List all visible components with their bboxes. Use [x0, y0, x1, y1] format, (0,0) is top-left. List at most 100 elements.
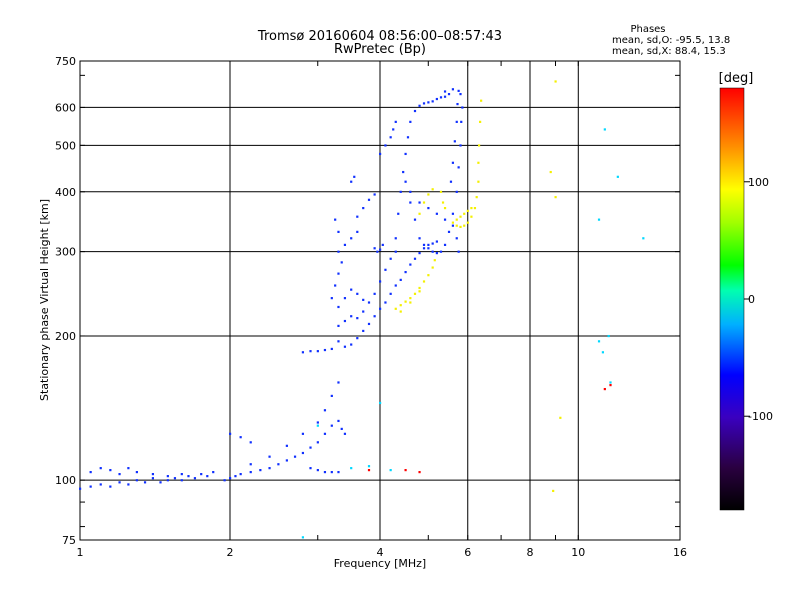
data-point [350, 343, 353, 346]
data-point [309, 350, 312, 353]
data-point [89, 485, 92, 488]
data-point [431, 100, 434, 103]
data-point [353, 175, 356, 178]
data-point [367, 301, 371, 304]
data-point [180, 479, 183, 482]
data-point [323, 432, 327, 435]
data-point [249, 463, 252, 466]
data-point [409, 190, 412, 193]
data-point [409, 263, 412, 266]
data-point [337, 419, 340, 423]
data-point [268, 455, 271, 458]
data-point [206, 475, 209, 478]
data-point [443, 206, 447, 210]
data-point [435, 212, 438, 215]
y-tick-label: 100 [55, 474, 76, 487]
data-point [268, 467, 271, 470]
data-point [330, 424, 333, 427]
data-point [404, 469, 407, 472]
colorbar-ticks: 100 0 -100 [744, 176, 773, 423]
data-point [166, 475, 169, 478]
data-point [418, 212, 421, 215]
data-point [409, 120, 412, 123]
data-point [459, 92, 462, 96]
data-point [404, 180, 407, 183]
data-point [549, 170, 552, 174]
data-point [330, 470, 333, 474]
data-point [554, 80, 557, 83]
data-point [447, 230, 451, 233]
data-point [394, 120, 397, 123]
data-point [457, 166, 460, 169]
data-point [330, 394, 333, 398]
data-point [394, 307, 397, 310]
data-point [323, 409, 327, 412]
data-point [259, 469, 262, 472]
data-point [404, 300, 407, 303]
data-point [422, 247, 426, 250]
data-point [455, 237, 458, 240]
data-point [384, 301, 387, 304]
data-point [356, 230, 359, 233]
data-point [118, 481, 121, 484]
y-tick-label: 300 [55, 246, 76, 259]
data-point [350, 180, 353, 183]
data-point [413, 109, 417, 113]
data-point [451, 224, 455, 227]
data-point [443, 95, 447, 98]
data-point [356, 215, 359, 218]
data-point [470, 206, 473, 210]
data-point [367, 322, 371, 326]
data-point [455, 224, 458, 227]
data-point [373, 247, 376, 250]
data-point [477, 144, 481, 147]
data-point [475, 196, 478, 199]
data-point [200, 473, 203, 476]
x-tick-label: 1 [77, 546, 84, 559]
data-point [397, 212, 400, 215]
data-point [109, 485, 112, 488]
data-point [460, 120, 463, 123]
colorbar-tick-label: -100 [748, 410, 773, 423]
data-point [234, 475, 237, 478]
data-point [166, 479, 169, 482]
data-point [422, 243, 426, 246]
data-point [151, 473, 155, 476]
data-point [394, 284, 397, 287]
data-point [455, 120, 458, 123]
data-point [173, 477, 177, 480]
data-point [337, 305, 340, 309]
data-point [212, 470, 215, 474]
data-point [597, 218, 601, 221]
data-point [603, 128, 606, 131]
data-point [143, 481, 147, 484]
data-point [413, 218, 417, 221]
data-point [399, 304, 402, 307]
data-point [79, 487, 82, 490]
data-point [316, 424, 319, 427]
stats-line-o: mean, sd,O: -95.5, 13.8 [612, 35, 730, 46]
data-point [337, 470, 340, 474]
data-point [127, 467, 130, 470]
data-point [394, 250, 397, 253]
data-points [79, 80, 645, 539]
data-point [435, 97, 438, 101]
data-point [453, 140, 456, 143]
data-point [473, 206, 477, 210]
data-point [449, 180, 453, 183]
data-point [337, 272, 340, 275]
data-point [323, 470, 327, 474]
x-axis-label: Frequency [MHz] [334, 557, 426, 570]
data-point [316, 441, 319, 444]
data-point [435, 240, 438, 243]
data-point [554, 196, 557, 199]
data-point [418, 290, 421, 293]
data-point [229, 477, 232, 480]
data-point [343, 243, 347, 246]
data-point [413, 292, 417, 295]
data-point [316, 421, 319, 424]
data-point [337, 340, 340, 343]
data-point [463, 224, 466, 227]
data-point [439, 96, 443, 99]
data-point [480, 99, 483, 102]
